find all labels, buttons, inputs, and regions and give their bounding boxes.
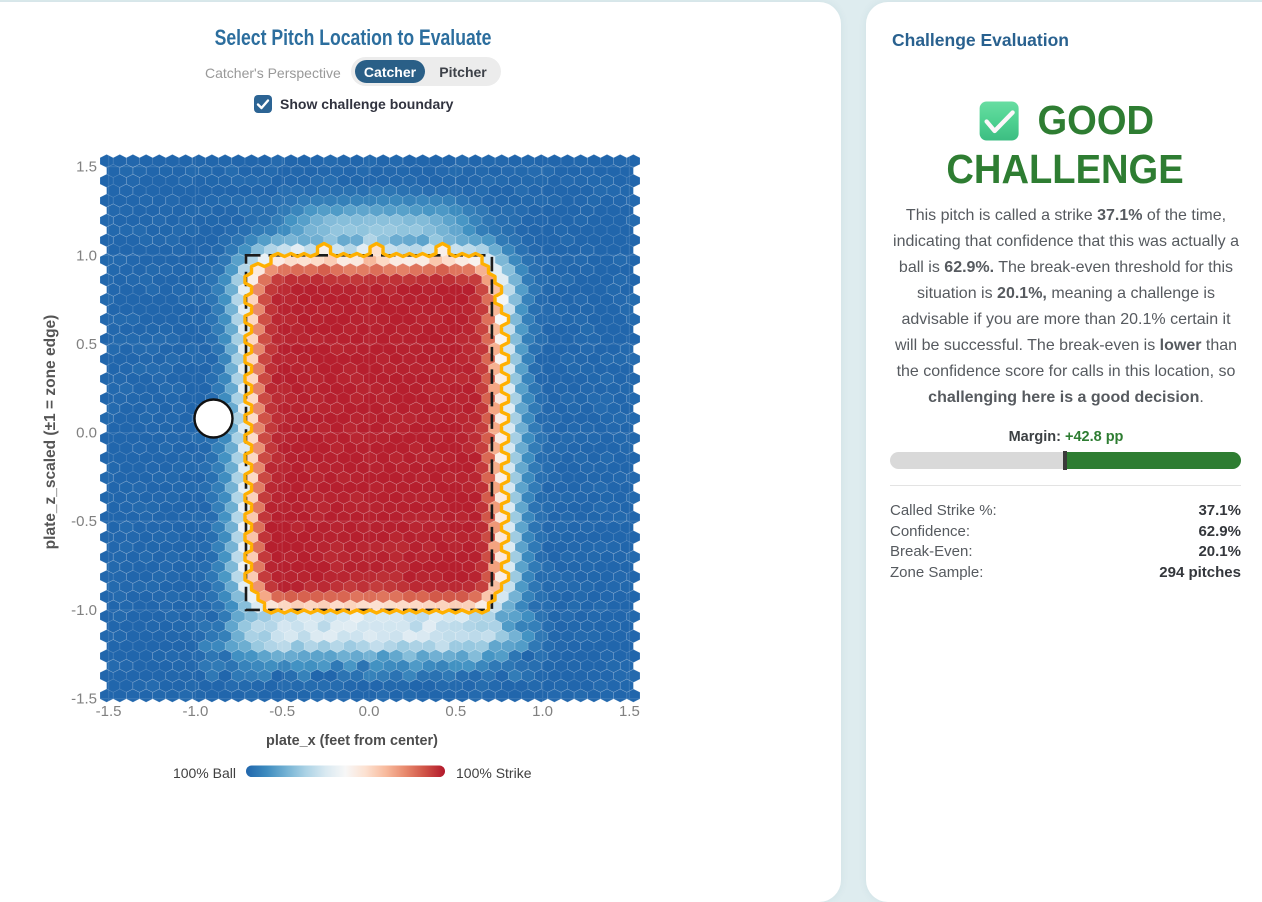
svg-text:-0.5: -0.5 — [71, 513, 97, 530]
svg-text:100% Strike: 100% Strike — [456, 765, 532, 781]
svg-text:-1.5: -1.5 — [96, 703, 122, 720]
svg-text:0.5: 0.5 — [76, 336, 97, 353]
svg-text:plate_z_scaled (±1 = zone edge: plate_z_scaled (±1 = zone edge) — [42, 315, 59, 550]
svg-text:-1.0: -1.0 — [182, 703, 208, 720]
svg-text:1.0: 1.0 — [532, 703, 553, 720]
svg-text:0.5: 0.5 — [445, 703, 466, 720]
svg-text:1.0: 1.0 — [76, 247, 97, 264]
svg-text:1.5: 1.5 — [76, 159, 97, 176]
svg-text:-1.5: -1.5 — [71, 691, 97, 708]
svg-text:-1.0: -1.0 — [71, 602, 97, 619]
svg-text:0.0: 0.0 — [359, 703, 380, 720]
svg-text:plate_x (feet from center): plate_x (feet from center) — [266, 733, 438, 749]
svg-text:0.0: 0.0 — [76, 425, 97, 442]
svg-text:1.5: 1.5 — [619, 703, 640, 720]
svg-text:-0.5: -0.5 — [269, 703, 295, 720]
svg-text:100% Ball: 100% Ball — [173, 765, 236, 781]
